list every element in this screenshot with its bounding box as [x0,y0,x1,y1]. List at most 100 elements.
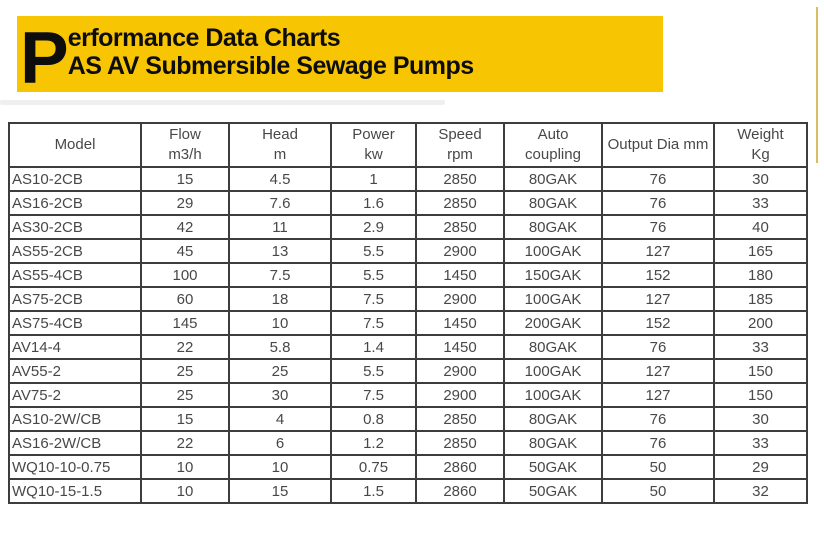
cell-head: 7.5 [228,262,332,288]
cell-head: 13 [228,238,332,264]
column-header-power: Power kw [330,122,417,168]
cell-power: 7.5 [330,382,417,408]
cell-weight: 150 [713,358,808,384]
cell-flow: 29 [140,190,230,216]
column-header-speed: Speed rpm [415,122,505,168]
cell-model: AS55-2CB [8,238,142,264]
cell-model: AV55-2 [8,358,142,384]
column-header-unit: m [273,146,287,163]
cell-power: 5.5 [330,238,417,264]
column-header-label: Head [262,126,298,143]
cell-power: 1.6 [330,190,417,216]
cell-head: 6 [228,430,332,456]
cell-flow: 22 [140,430,230,456]
cell-head: 4 [228,406,332,432]
column-header-weight: Weight Kg [713,122,808,168]
cell-weight: 30 [713,406,808,432]
cell-output-dia: 127 [601,358,715,384]
column-header-output-dia: Output Dia mm [601,122,715,168]
cell-power: 1.4 [330,334,417,360]
table-row: AS75-2CB 60 18 7.5 2900 100GAK 127 185 [8,286,808,312]
cell-speed: 2850 [415,190,505,216]
cell-model: AS55-4CB [8,262,142,288]
cell-head: 25 [228,358,332,384]
cell-auto-coupling: 50GAK [503,454,603,480]
cell-head: 4.5 [228,166,332,192]
cell-model: AV14-4 [8,334,142,360]
cell-speed: 1450 [415,262,505,288]
table-row: AS10-2W/CB 15 4 0.8 2850 80GAK 76 30 [8,406,808,432]
cell-weight: 40 [713,214,808,240]
scan-artifact-edge-line [816,7,818,163]
cell-model: AS10-2CB [8,166,142,192]
cell-power: 0.75 [330,454,417,480]
table-row: WQ10-10-0.75 10 10 0.75 2860 50GAK 50 29 [8,454,808,480]
cell-model: AS30-2CB [8,214,142,240]
cell-auto-coupling: 80GAK [503,334,603,360]
cell-output-dia: 127 [601,286,715,312]
cell-weight: 150 [713,382,808,408]
cell-output-dia: 76 [601,190,715,216]
cell-flow: 22 [140,334,230,360]
cell-head: 11 [228,214,332,240]
cell-speed: 2900 [415,382,505,408]
cell-speed: 2850 [415,430,505,456]
column-header-head: Head m [228,122,332,168]
cell-weight: 180 [713,262,808,288]
cell-speed: 2860 [415,478,505,504]
cell-speed: 1450 [415,334,505,360]
table-row: AS75-4CB 145 10 7.5 1450 200GAK 152 200 [8,310,808,336]
cell-flow: 42 [140,214,230,240]
column-header-label: Speed [438,126,482,143]
cell-flow: 15 [140,166,230,192]
cell-power: 1 [330,166,417,192]
cell-flow: 10 [140,454,230,480]
table-row: AS55-2CB 45 13 5.5 2900 100GAK 127 165 [8,238,808,264]
title-lines: erformance Data Charts AS AV Submersible… [68,24,474,80]
cell-speed: 2850 [415,166,505,192]
cell-power: 1.2 [330,430,417,456]
page-subtitle: AS AV Submersible Sewage Pumps [67,52,474,80]
cell-auto-coupling: 100GAK [503,358,603,384]
cell-model: AV75-2 [8,382,142,408]
column-header-label: Power [352,126,395,143]
cell-auto-coupling: 80GAK [503,406,603,432]
cell-output-dia: 127 [601,238,715,264]
cell-auto-coupling: 150GAK [503,262,603,288]
cell-power: 7.5 [330,310,417,336]
table-row: AS30-2CB 42 11 2.9 2850 80GAK 76 40 [8,214,808,240]
cell-auto-coupling: 80GAK [503,214,603,240]
cell-model: AS10-2W/CB [8,406,142,432]
cell-flow: 45 [140,238,230,264]
cell-model: AS16-2CB [8,190,142,216]
table-row: AS16-2CB 29 7.6 1.6 2850 80GAK 76 33 [8,190,808,216]
column-header-model: Model [8,122,142,168]
cell-auto-coupling: 80GAK [503,166,603,192]
table-row: AV55-2 25 25 5.5 2900 100GAK 127 150 [8,358,808,384]
cell-auto-coupling: 100GAK [503,238,603,264]
cell-head: 5.8 [228,334,332,360]
cell-auto-coupling: 50GAK [503,478,603,504]
cell-speed: 1450 [415,310,505,336]
cell-output-dia: 152 [601,310,715,336]
cell-output-dia: 152 [601,262,715,288]
cell-weight: 33 [713,334,808,360]
cell-speed: 2850 [415,214,505,240]
cell-output-dia: 76 [601,214,715,240]
cell-head: 30 [228,382,332,408]
cell-power: 7.5 [330,286,417,312]
cell-head: 7.6 [228,190,332,216]
column-header-label: Output Dia mm [607,136,709,153]
cell-output-dia: 76 [601,166,715,192]
column-header-label: Auto [537,126,569,143]
column-header-label: Flow [169,126,201,143]
cell-auto-coupling: 100GAK [503,286,603,312]
cell-flow: 145 [140,310,230,336]
cell-power: 5.5 [330,358,417,384]
pump-performance-table: Model Flow m3/h Head m Power kw Speed rpm Auto cou… [8,122,808,504]
cell-model: AS75-2CB [8,286,142,312]
cell-weight: 33 [713,430,808,456]
column-header-unit: m3/h [168,146,202,163]
column-header-label: Model [54,136,96,153]
